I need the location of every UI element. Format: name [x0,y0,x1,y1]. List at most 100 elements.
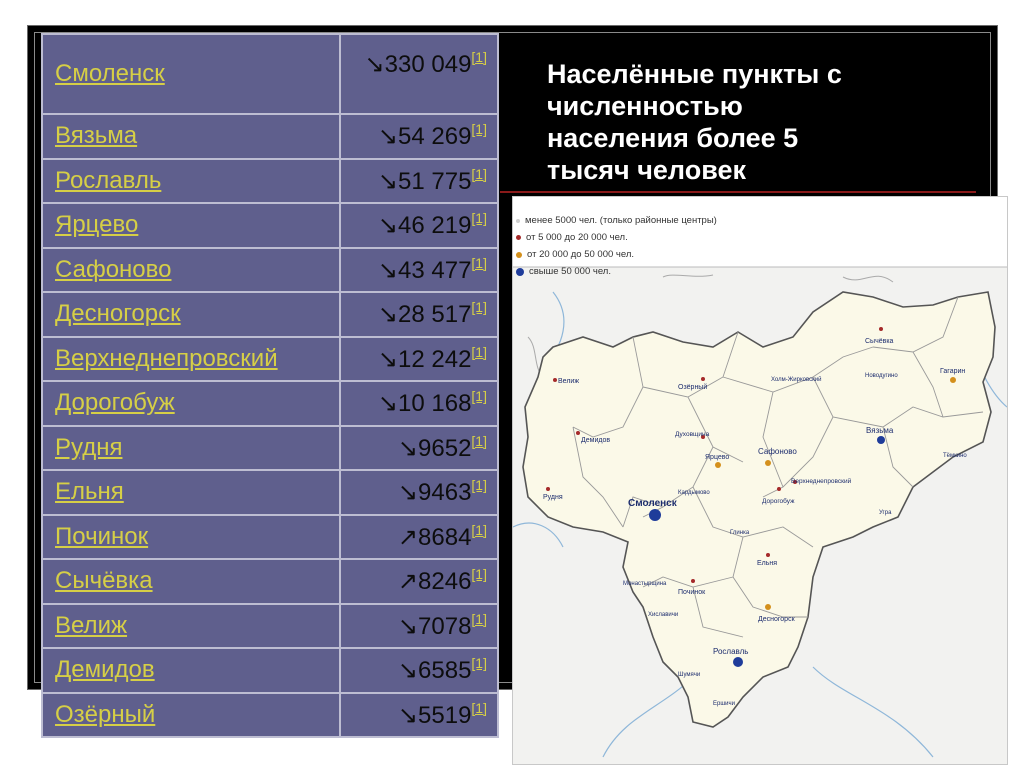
city-row: Верхнеднепровский ↘12 242[1] [41,335,499,382]
map-label-kholm: Холм-Жирковский [771,376,821,383]
footnote-link[interactable]: [1] [471,655,487,672]
city-name-cell: Дорогобуж [41,380,341,427]
trend-arrow-icon: ↘ [377,256,399,284]
title-line-4: тысяч человек [547,155,746,185]
legend-dot-blue [516,267,524,276]
town-dot-roslavl [733,657,743,667]
map-label-shumyachi: Шумячи [678,672,700,678]
map-svg: Велиж Озёрный Демидов Духовщина Ярцево С… [512,266,1008,764]
city-row: Дорогобуж ↘10 168[1] [41,380,499,427]
city-population-cell: ↘10 168[1] [339,380,499,427]
map-label-verkhnedneprovsky: Верхнеднепровский [791,477,852,485]
town-dot-gagarin [950,377,956,383]
town-dot-yelnya [766,553,770,557]
city-link[interactable]: Рославль [55,166,162,194]
footnote-link[interactable]: [1] [471,566,487,583]
trend-arrow-icon: ↘ [377,212,399,240]
footnote-link[interactable]: [1] [471,254,487,271]
city-population-cell: ↘54 269[1] [339,113,499,160]
city-population-cell: ↘9652[1] [339,424,499,471]
legend-label-2: от 5 000 до 20 000 чел. [526,232,628,243]
footnote-link[interactable]: [1] [471,165,487,182]
city-link[interactable]: Вязьма [55,122,138,150]
trend-arrow-icon: ↘ [397,701,419,729]
city-link[interactable]: Велиж [55,611,128,639]
legend-label-3: от 20 000 до 50 000 чел. [527,249,635,260]
map-label-ozyorny: Озёрный [678,383,707,391]
population-value: ↘54 269 [378,123,472,150]
trend-arrow-icon: ↘ [397,612,419,640]
population-value: ↘9652 [398,435,472,462]
city-link[interactable]: Ельня [55,478,124,506]
legend-dot-brown [516,235,521,240]
map-label-khislavichi: Хиславичи [648,612,678,618]
population-value: ↘7078 [398,613,472,640]
title-underline [500,191,976,193]
map-label-velizh: Велиж [558,378,579,385]
town-dot-demidov [576,431,580,435]
city-population-cell: ↘9463[1] [339,469,499,516]
trend-arrow-icon: ↘ [377,301,399,329]
legend-dot-orange [516,251,522,258]
footnote-link[interactable]: [1] [471,521,487,538]
city-link[interactable]: Смоленск [55,60,165,87]
city-link[interactable]: Верхнеднепровский [55,344,278,372]
city-link[interactable]: Ярцево [55,211,139,239]
city-row: Починок ↗8684[1] [41,513,499,560]
footnote-link[interactable]: [1] [471,477,487,494]
region-map: Велиж Озёрный Демидов Духовщина Ярцево С… [512,196,1008,765]
map-legend: менее 5000 чел. (только районные центры)… [516,212,717,280]
footnote-link[interactable]: [1] [471,299,487,316]
population-number: 10 168 [398,390,472,418]
city-row: Десногорск ↘28 517[1] [41,291,499,338]
footnote-link[interactable]: [1] [471,432,487,449]
city-link[interactable]: Починок [55,522,149,550]
population-number: 9463 [418,479,472,507]
trend-arrow-icon: ↘ [397,479,419,507]
city-row: Рославль ↘51 775[1] [41,157,499,204]
city-population-cell: ↘46 219[1] [339,202,499,249]
trend-arrow-icon: ↘ [364,51,385,78]
footnote-link[interactable]: [1] [471,121,487,138]
footnote-link[interactable]: [1] [471,343,487,360]
city-row: Озёрный ↘5519[1] [41,691,499,738]
town-dot-dukhovshchina-marker [701,435,705,439]
population-number: 6585 [418,657,472,685]
trend-arrow-icon: ↗ [397,568,419,596]
map-label-yartsevo: Ярцево [705,454,729,461]
city-name-cell: Рославль [41,157,341,204]
city-link[interactable]: Десногорск [55,300,181,328]
legend-row-4: свыше 50 000 чел. [516,263,717,280]
city-population-cell: ↘6585[1] [339,647,499,694]
city-link[interactable]: Сычёвка [55,567,153,595]
city-population-cell: ↘51 775[1] [339,157,499,204]
town-dot-dorogobuzh [777,487,781,491]
population-value: ↗8246 [398,568,472,595]
map-label-dukhovshchina: Духовщина [675,431,710,438]
town-dot-ozyorny [701,377,705,381]
population-value: ↘43 477 [378,257,472,284]
population-value: ↘5519 [398,702,472,729]
town-dot-velizh [553,378,557,382]
footnote-link[interactable]: [1] [471,49,487,65]
map-label-temkino: Тёмкино [943,453,967,459]
footnote-link[interactable]: [1] [471,699,487,716]
city-name-cell: Десногорск [41,291,341,338]
city-name-cell: Озёрный [41,691,341,738]
city-link[interactable]: Демидов [55,656,155,684]
population-number: 8246 [418,568,472,596]
trend-arrow-icon: ↘ [377,167,399,195]
city-population-cell: ↗8246[1] [339,558,499,605]
city-link[interactable]: Сафоново [55,255,172,283]
city-population-cell: ↘5519[1] [339,691,499,738]
footnote-link[interactable]: [1] [471,610,487,627]
footnote-link[interactable]: [1] [471,210,487,227]
city-row: Рудня ↘9652[1] [41,424,499,471]
footnote-link[interactable]: [1] [471,388,487,405]
city-link[interactable]: Рудня [55,433,123,461]
population-value: ↘6585 [398,657,472,684]
city-link[interactable]: Дорогобуж [55,389,175,417]
town-dot-safonovo [765,460,771,466]
population-number: 9652 [418,434,472,462]
city-link[interactable]: Озёрный [55,700,156,728]
